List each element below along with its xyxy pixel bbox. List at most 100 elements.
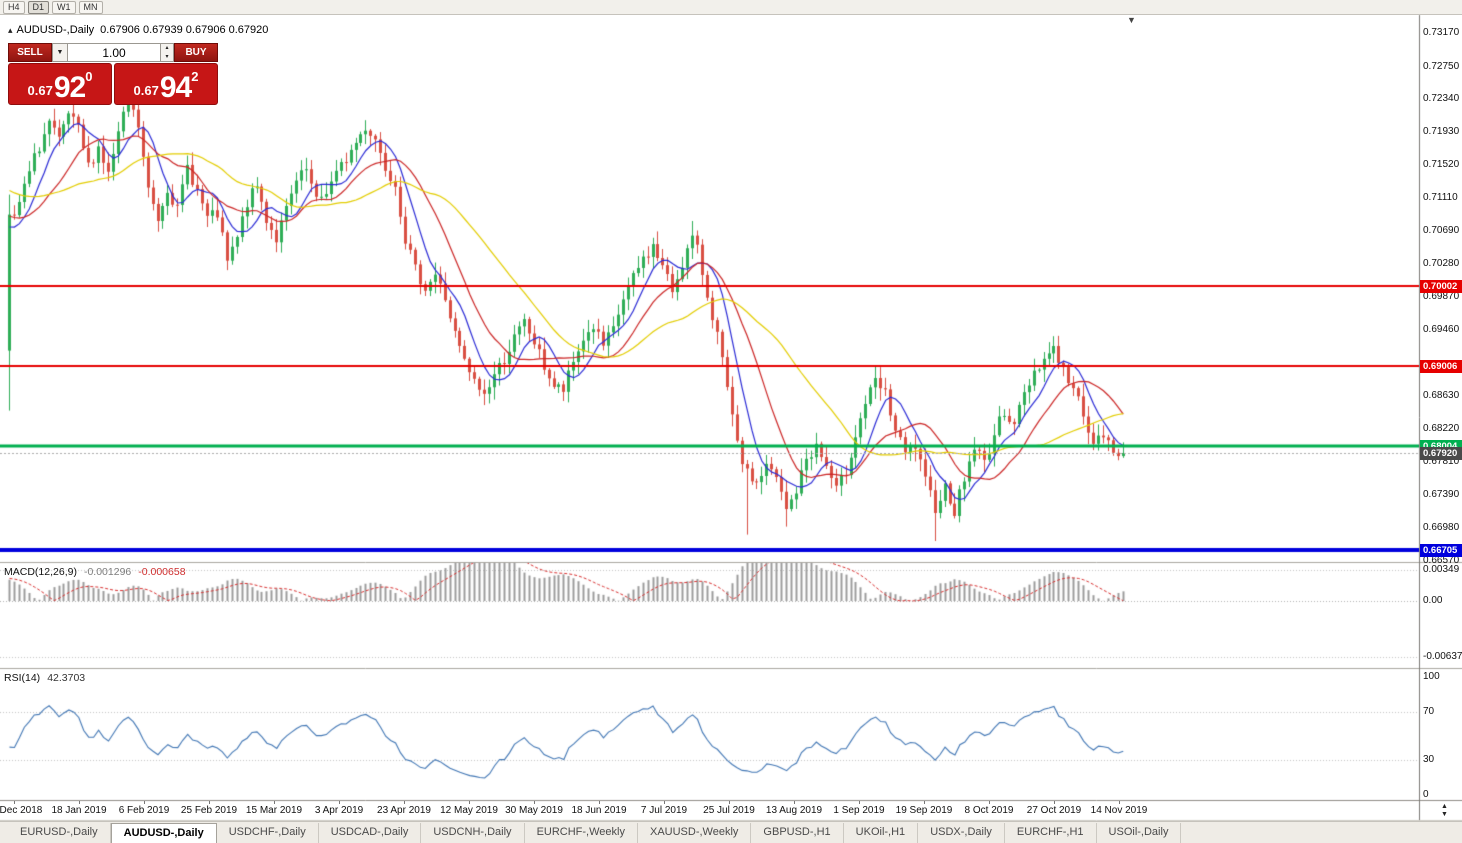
one-click-toggle-icon[interactable]: ▴ bbox=[8, 25, 13, 35]
macd-name: MACD(12,26,9) bbox=[4, 566, 77, 578]
price-axis-label: 0.66980 bbox=[1423, 522, 1460, 534]
price-axis-label: 0.68630 bbox=[1423, 390, 1460, 402]
date-axis-tick bbox=[274, 801, 275, 804]
volume-spinner[interactable]: ▴ ▾ bbox=[161, 43, 174, 62]
chart-tab-eurchf[interactable]: EURCHF-,H1 bbox=[1005, 823, 1097, 843]
date-axis-tick bbox=[404, 801, 405, 804]
rsi-value: 42.3703 bbox=[47, 672, 86, 684]
price-axis-label: 0.73170 bbox=[1423, 27, 1460, 38]
chevron-down-icon: ▼ bbox=[56, 49, 64, 56]
price-axis-label: 0.67390 bbox=[1423, 489, 1460, 501]
timeframe-button-h4[interactable]: H4 bbox=[3, 0, 25, 14]
date-axis-tick bbox=[534, 801, 535, 804]
chart-tab-ukoil[interactable]: UKOil-,H1 bbox=[844, 823, 919, 843]
spinner-down-icon[interactable]: ▾ bbox=[165, 53, 169, 60]
date-axis-label: 25 Jul 2019 bbox=[703, 805, 755, 816]
chart-tab-eurchf[interactable]: EURCHF-,Weekly bbox=[525, 823, 638, 843]
price-line-tag: 0.70002 bbox=[1420, 279, 1462, 293]
price-scale[interactable]: 0.73170 0.72750 0.72340 0.71930 0.71520 0.711… bbox=[1420, 15, 1462, 821]
chart-tab-bar: EURUSD-,Daily AUDUSD-,Daily USDCHF-,Daily U… bbox=[0, 821, 1462, 843]
macd-signal-value: -0.000658 bbox=[138, 566, 186, 578]
symbol-period-label: AUDUSD-,Daily bbox=[16, 24, 95, 36]
sell-button[interactable]: SELL bbox=[8, 43, 52, 62]
price-line-tag: 0.69006 bbox=[1420, 359, 1462, 373]
date-axis-tick bbox=[794, 801, 795, 804]
date-axis-tick bbox=[1054, 801, 1055, 804]
price-axis-label: 0.71110 bbox=[1423, 191, 1458, 203]
price-axis-label: 0.69870 bbox=[1423, 291, 1460, 302]
price-axis-label: 0.68220 bbox=[1423, 423, 1460, 434]
date-axis-label: 23 Apr 2019 bbox=[377, 805, 431, 816]
volume-dropdown-button[interactable]: ▼ bbox=[52, 43, 67, 62]
date-axis-label: 1 Sep 2019 bbox=[833, 805, 885, 816]
price-line-tag: 0.66705 bbox=[1420, 543, 1462, 557]
price-axis-label: 0.66570 bbox=[1423, 555, 1460, 566]
chart-tab-xauusd[interactable]: XAUUSD-,Weekly bbox=[638, 823, 752, 843]
timeframe-button-w1[interactable]: W1 bbox=[52, 0, 76, 14]
date-axis-label: 31 Dec 2018 bbox=[0, 805, 43, 816]
chart-tab-usdcad[interactable]: USDCAD-,Daily bbox=[319, 823, 422, 843]
macd-axis-label: -0.00637 bbox=[1423, 651, 1462, 662]
price-axis-label: 0.70690 bbox=[1423, 225, 1460, 237]
timeframe-button-mn[interactable]: MN bbox=[78, 0, 103, 14]
price-axis-label: 0.71930 bbox=[1423, 126, 1460, 138]
price-axis-label: 0.69460 bbox=[1423, 323, 1460, 335]
date-axis-label: 19 Sep 2019 bbox=[895, 805, 953, 816]
sell-price-sup: 0 bbox=[85, 69, 93, 84]
scroll-up-icon[interactable]: ▲ bbox=[1441, 803, 1448, 810]
date-axis-label: 18 Jun 2019 bbox=[571, 805, 627, 816]
buy-price-sup: 2 bbox=[191, 69, 199, 84]
date-axis-label: 6 Feb 2019 bbox=[118, 805, 170, 816]
spinner-up-icon[interactable]: ▴ bbox=[165, 45, 169, 51]
price-axis-label: 0.72750 bbox=[1423, 60, 1460, 72]
rsi-axis-label: 100 bbox=[1423, 671, 1440, 682]
volume-input[interactable] bbox=[67, 43, 161, 62]
date-axis-tick bbox=[1119, 801, 1120, 804]
date-axis-label: 12 May 2019 bbox=[440, 805, 498, 816]
scroll-down-icon[interactable]: ▼ bbox=[1441, 811, 1448, 818]
date-axis-tick bbox=[664, 801, 665, 804]
chart-tab-usdcnh[interactable]: USDCNH-,Daily bbox=[421, 823, 525, 843]
sell-price-big: 92 bbox=[53, 70, 86, 104]
date-axis-label: 27 Oct 2019 bbox=[1026, 805, 1082, 816]
date-axis[interactable]: 31 Dec 2018 18 Jan 2019 6 Feb 2019 25 Feb 2… bbox=[0, 801, 1419, 820]
chart-tab-usoil[interactable]: USOil-,Daily bbox=[1097, 823, 1182, 843]
buy-price-big: 94 bbox=[159, 70, 192, 104]
chart-tab-gbpusd[interactable]: GBPUSD-,H1 bbox=[751, 823, 844, 843]
date-axis-label: 15 Mar 2019 bbox=[245, 805, 303, 816]
sell-price-base: 0.67 bbox=[27, 83, 53, 98]
timeframe-button-d1[interactable]: D1 bbox=[27, 0, 50, 14]
macd-pane-label: MACD(12,26,9) -0.001296 -0.000658 bbox=[4, 566, 186, 578]
price-axis-label: 0.67810 bbox=[1423, 455, 1460, 467]
chart-tab-audusd[interactable]: AUDUSD-,Daily bbox=[110, 823, 217, 843]
sell-price-display[interactable]: 0.67 92 0 bbox=[8, 63, 112, 105]
chart-tab-usdchf[interactable]: USDCHF-,Daily bbox=[217, 823, 319, 843]
chart-tab-eurusd[interactable]: EURUSD-,Daily bbox=[8, 823, 111, 843]
ohlc-values: 0.67906 0.67939 0.67906 0.67920 bbox=[100, 24, 269, 36]
date-axis-tick bbox=[989, 801, 990, 804]
date-axis-label: 18 Jan 2019 bbox=[51, 805, 107, 816]
date-axis-label: 25 Feb 2019 bbox=[180, 805, 238, 816]
date-axis-tick bbox=[469, 801, 470, 804]
date-axis-label: 3 Apr 2019 bbox=[314, 805, 364, 816]
price-line-tag: 0.67920 bbox=[1420, 446, 1462, 460]
date-axis-label: 14 Nov 2019 bbox=[1090, 805, 1148, 816]
timeframe-toolbar: H4 D1 W1 MN bbox=[0, 0, 1462, 15]
buy-price-display[interactable]: 0.67 94 2 bbox=[114, 63, 218, 105]
date-axis-tick bbox=[14, 801, 15, 804]
date-axis-tick bbox=[339, 801, 340, 804]
price-axis-label: 0.70280 bbox=[1423, 258, 1460, 270]
date-axis-tick bbox=[924, 801, 925, 804]
scroll-arrows[interactable]: ▲ ▼ bbox=[1441, 803, 1448, 819]
chart-tab-usdx[interactable]: USDX-,Daily bbox=[918, 823, 1005, 843]
date-axis-tick bbox=[79, 801, 80, 804]
date-axis-tick bbox=[599, 801, 600, 804]
macd-axis-label: 0.00349 bbox=[1423, 564, 1460, 575]
date-axis-label: 30 May 2019 bbox=[505, 805, 563, 816]
rsi-axis-label: 70 bbox=[1423, 706, 1435, 718]
chart-shift-marker-icon[interactable]: ▼ bbox=[1127, 15, 1136, 25]
date-axis-tick bbox=[144, 801, 145, 804]
rsi-axis-label: 0 bbox=[1423, 789, 1429, 800]
buy-button[interactable]: BUY bbox=[174, 43, 218, 62]
